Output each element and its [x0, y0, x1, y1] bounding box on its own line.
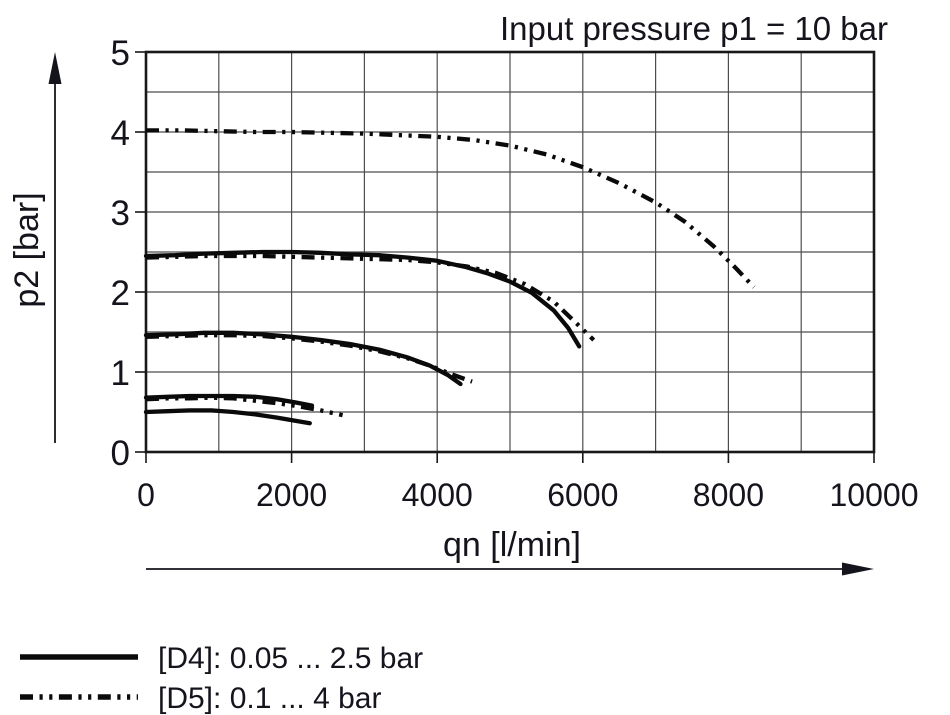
- y-tick-label: 4: [111, 114, 130, 153]
- curve-d5-2.45-bar: [145, 253, 596, 342]
- y-axis-label: p2 [bar]: [8, 192, 46, 307]
- legend-label-d4: [D4]: 0.05 ... 2.5 bar: [158, 642, 423, 675]
- legend-label-d5: [D5]: 0.1 ... 4 bar: [158, 682, 381, 715]
- x-tick-label: 0: [137, 477, 155, 513]
- y-axis: p2 [bar]: [8, 52, 62, 443]
- grid-layer: [144, 50, 876, 454]
- chart-title: Input pressure p1 = 10 bar: [500, 10, 888, 47]
- y-tick-label: 2: [111, 274, 130, 313]
- curve-d4-2.5-bar: [143, 249, 582, 349]
- curve-d5-0.65-bar: [145, 395, 344, 418]
- y-tick-label: 0: [111, 434, 130, 473]
- x-tick-label: 4000: [402, 477, 473, 513]
- curve-d5-1.43-bar: [145, 333, 473, 384]
- curve-d4-1.45-bar: [143, 330, 463, 387]
- plot-frame: [144, 50, 876, 454]
- legend: [D4]: 0.05 ... 2.5 bar [D5]: 0.1 ... 4 b…: [20, 642, 423, 715]
- y-axis-arrow-head-icon: [48, 52, 62, 84]
- curve-d4-0.5-bar: [143, 408, 312, 426]
- y-tick-label: 5: [111, 34, 130, 73]
- tick-layer: 0 2000 4000 6000 8000 10000 0 1 2 3 4 5: [111, 34, 919, 513]
- x-axis-arrow-head-icon: [842, 562, 874, 576]
- x-tick-label: 8000: [693, 477, 764, 513]
- x-tick-label: 6000: [547, 477, 618, 513]
- x-axis-label: qn [l/min]: [443, 526, 581, 564]
- curve-d5-4.0-bar: [146, 128, 756, 289]
- curve-d4-0.7-bar: [143, 393, 315, 408]
- x-axis: qn [l/min]: [146, 526, 874, 576]
- y-tick-label: 1: [111, 354, 130, 393]
- curve-layer: [143, 128, 756, 426]
- x-tick-label: 2000: [256, 477, 327, 513]
- y-tick-label: 3: [111, 194, 130, 233]
- x-tick-label: 10000: [830, 477, 919, 513]
